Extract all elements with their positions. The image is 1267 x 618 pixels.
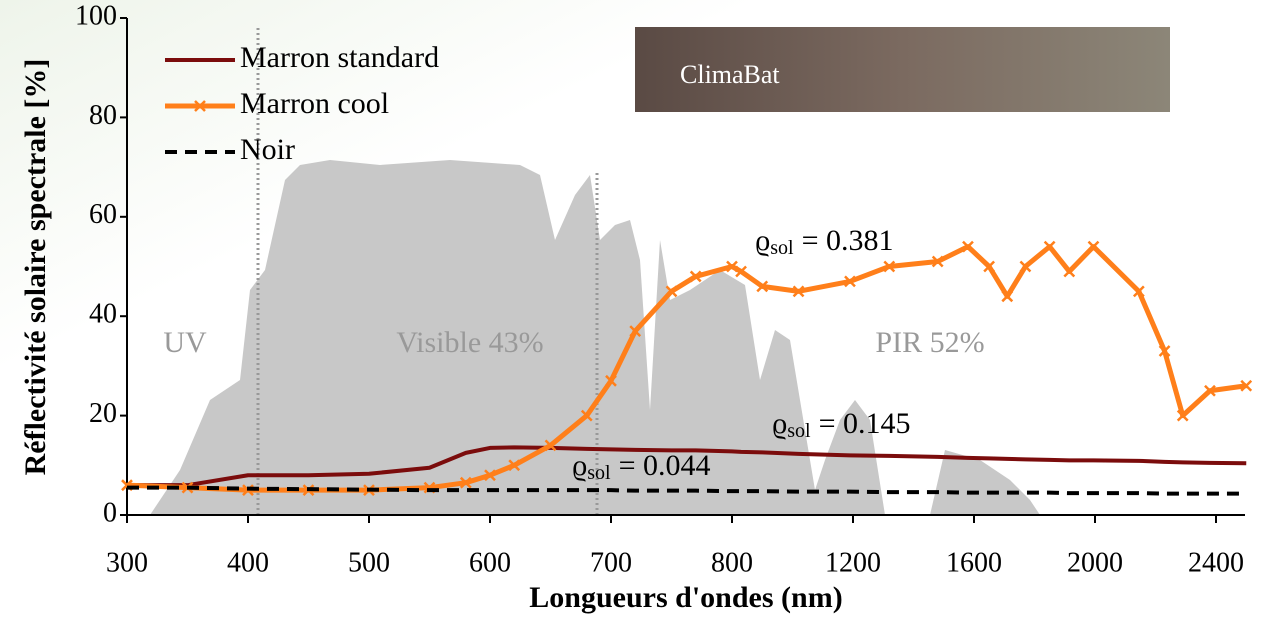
point-marker [459, 476, 472, 489]
point-marker [605, 374, 617, 387]
annotation-subscript: sol [770, 237, 794, 259]
annotation-text: = 0.381 [802, 224, 894, 257]
y-tick-label: 20 [89, 398, 117, 429]
point-marker [792, 285, 805, 298]
annotation-text: = 0.145 [819, 407, 911, 440]
x-tick-label: 2400 [1188, 547, 1244, 578]
point-marker [629, 325, 642, 337]
x-tick-label: 600 [469, 547, 511, 578]
point-marker [1204, 384, 1216, 397]
x-tick-label: 1600 [946, 547, 1002, 578]
legend-marker [194, 100, 206, 112]
annotation-text: UV [163, 326, 207, 359]
legend-label: Marron standard [240, 41, 439, 74]
annotation-symbol: ϱ [755, 224, 770, 257]
point-marker [1176, 409, 1189, 422]
annotation-text: = 0.044 [619, 449, 711, 482]
point-marker [484, 469, 496, 482]
y-tick-label: 40 [89, 299, 117, 330]
x-tick-label: 300 [106, 547, 148, 578]
annotation: PIR 52% [875, 326, 984, 359]
point-marker [1043, 240, 1056, 253]
point-marker [1132, 285, 1145, 298]
point-marker [726, 260, 738, 273]
y-tick-label: 0 [103, 497, 117, 528]
point-marker [983, 260, 996, 273]
x-tick-label: 400 [227, 547, 269, 578]
series-line [127, 445, 1247, 488]
x-tick-label: 500 [348, 547, 390, 578]
x-axis-label: Longueurs d'ondes (nm) [529, 581, 842, 614]
y-tick-label: 60 [89, 199, 117, 230]
solar-spectrum [150, 160, 1040, 515]
point-marker [931, 255, 944, 268]
x-tick-label: 1200 [825, 547, 881, 578]
point-marker [962, 240, 974, 253]
annotation-symbol: ϱ [572, 449, 587, 482]
point-marker [1063, 265, 1076, 278]
point-marker [844, 275, 856, 288]
y-tick-label: 100 [75, 0, 117, 31]
annotation: ϱsol = 0.145 [772, 407, 911, 442]
point-marker [580, 409, 593, 422]
x-tick-label: 700 [590, 547, 632, 578]
series-line [126, 244, 1247, 493]
annotation: Visible 43% [396, 326, 543, 359]
legend-label: Noir [240, 133, 295, 166]
annotation: UV [163, 326, 207, 359]
annotation-subscript: sol [787, 420, 811, 442]
point-marker [756, 280, 769, 293]
annotation-text: PIR 52% [875, 326, 984, 359]
annotation: ϱsol = 0.381 [755, 224, 894, 259]
point-marker [735, 265, 747, 278]
point-marker [1001, 290, 1014, 303]
point-marker [665, 285, 678, 298]
annotation: ϱsol = 0.044 [572, 449, 711, 484]
annotation-text: Visible 43% [396, 326, 543, 359]
annotation-symbol: ϱ [772, 407, 787, 440]
photo [635, 27, 1170, 112]
point-marker [1158, 345, 1171, 357]
point-marker [883, 260, 896, 273]
annotation-subscript: sol [587, 462, 611, 484]
point-marker [1087, 240, 1100, 253]
point-marker [508, 459, 521, 472]
x-tick-label: 800 [711, 547, 753, 578]
y-axis-label: Réflectivité solaire spectrale [%] [19, 59, 52, 476]
legend-label: Marron cool [240, 87, 389, 120]
point-marker [1019, 260, 1032, 273]
x-tick-label: 2000 [1067, 547, 1123, 578]
photo-label: ClimaBat [680, 60, 780, 89]
y-tick-label: 80 [89, 100, 117, 131]
point-marker [689, 270, 702, 283]
point-marker [1240, 379, 1253, 392]
series-line [127, 485, 1247, 496]
point-marker [544, 439, 557, 452]
